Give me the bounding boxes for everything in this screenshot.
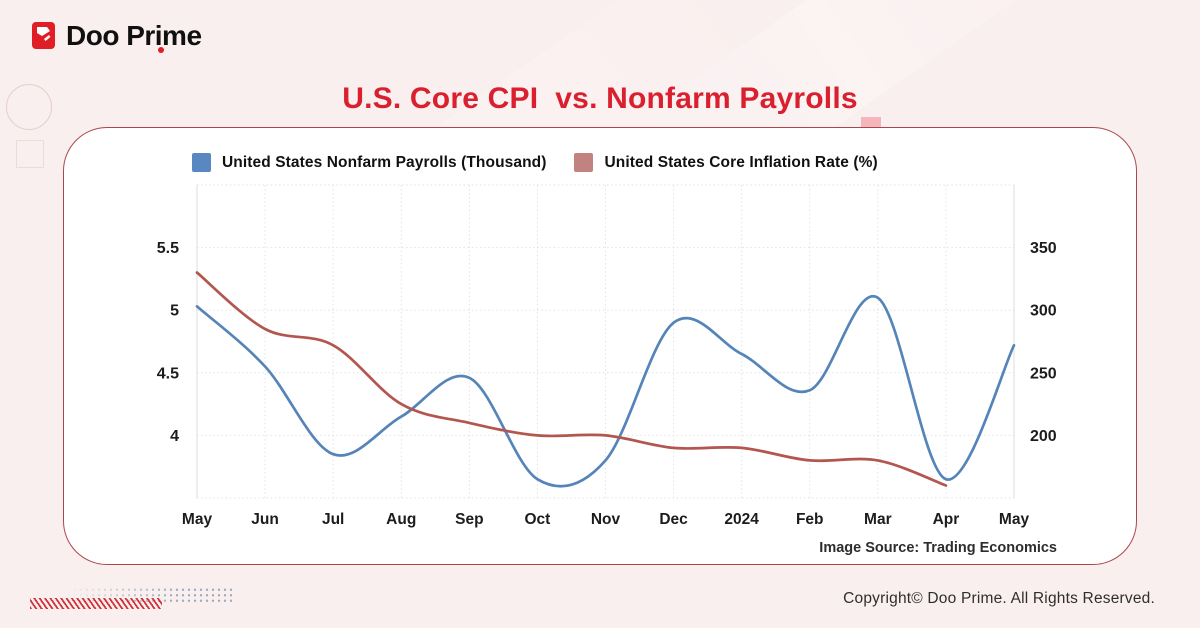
brand-name: Doo Prime: [66, 20, 202, 51]
x-axis-label: 2024: [724, 511, 759, 528]
chart-axis-labels: 5.5 5 4.5 4 350 300 250 200 May Jun Jul Aug Sep Oct No…: [157, 240, 1057, 528]
x-axis-label: Jun: [251, 511, 279, 528]
legend-item-nonfarm-payrolls: United States Nonfarm Payrolls (Thousand…: [192, 153, 546, 172]
brand-i-dot: [158, 47, 164, 53]
x-axis-label: Apr: [933, 511, 960, 528]
pink-accent-square: [861, 117, 881, 127]
doo-prime-logo-icon: [32, 22, 55, 49]
background-circle-decor: [6, 84, 52, 130]
x-axis-label: May: [182, 511, 213, 528]
nonfarm-payrolls-line: [195, 294, 1016, 488]
copyright-text: Copyright© Doo Prime. All Rights Reserve…: [843, 590, 1155, 607]
x-axis-label: Nov: [591, 511, 621, 528]
right-axis-tick: 250: [1030, 365, 1057, 382]
right-axis-tick: 350: [1030, 240, 1057, 257]
x-axis-label: Jul: [322, 511, 344, 528]
red-hatch-decor: [30, 598, 162, 609]
x-axis-label: Feb: [796, 511, 824, 528]
x-axis-label: Sep: [455, 511, 483, 528]
x-axis-label: Oct: [524, 511, 550, 528]
right-axis-tick: 200: [1030, 428, 1057, 445]
legend-item-core-inflation: United States Core Inflation Rate (%): [574, 153, 878, 172]
legend-label: United States Nonfarm Payrolls (Thousand…: [222, 153, 547, 171]
x-axis-label: Aug: [386, 511, 416, 528]
chart-legend: United States Nonfarm Payrolls (Thousand…: [192, 153, 878, 172]
chart-series-lines: [195, 271, 1016, 488]
chart-gridlines: [196, 184, 1015, 499]
left-axis-tick: 5.5: [157, 240, 179, 257]
image-source-note: Image Source: Trading Economics: [819, 540, 1057, 556]
left-axis-tick: 4: [170, 428, 179, 445]
right-axis-tick: 300: [1030, 303, 1057, 320]
x-axis-label: May: [999, 511, 1030, 528]
left-axis-tick: 4.5: [157, 365, 179, 382]
page-title: U.S. Core CPI vs. Nonfarm Payrolls: [342, 82, 858, 115]
x-axis-label: Dec: [659, 511, 688, 528]
x-axis-label: Mar: [864, 511, 892, 528]
legend-label: United States Core Inflation Rate (%): [604, 153, 878, 171]
core-inflation-line: [195, 271, 948, 487]
legend-swatch-rose: [574, 153, 594, 172]
left-axis-tick: 5: [170, 303, 179, 320]
doo-prime-logo: Doo Prime: [32, 20, 202, 53]
legend-swatch-blue: [192, 153, 211, 172]
background-square-decor: [16, 140, 44, 168]
